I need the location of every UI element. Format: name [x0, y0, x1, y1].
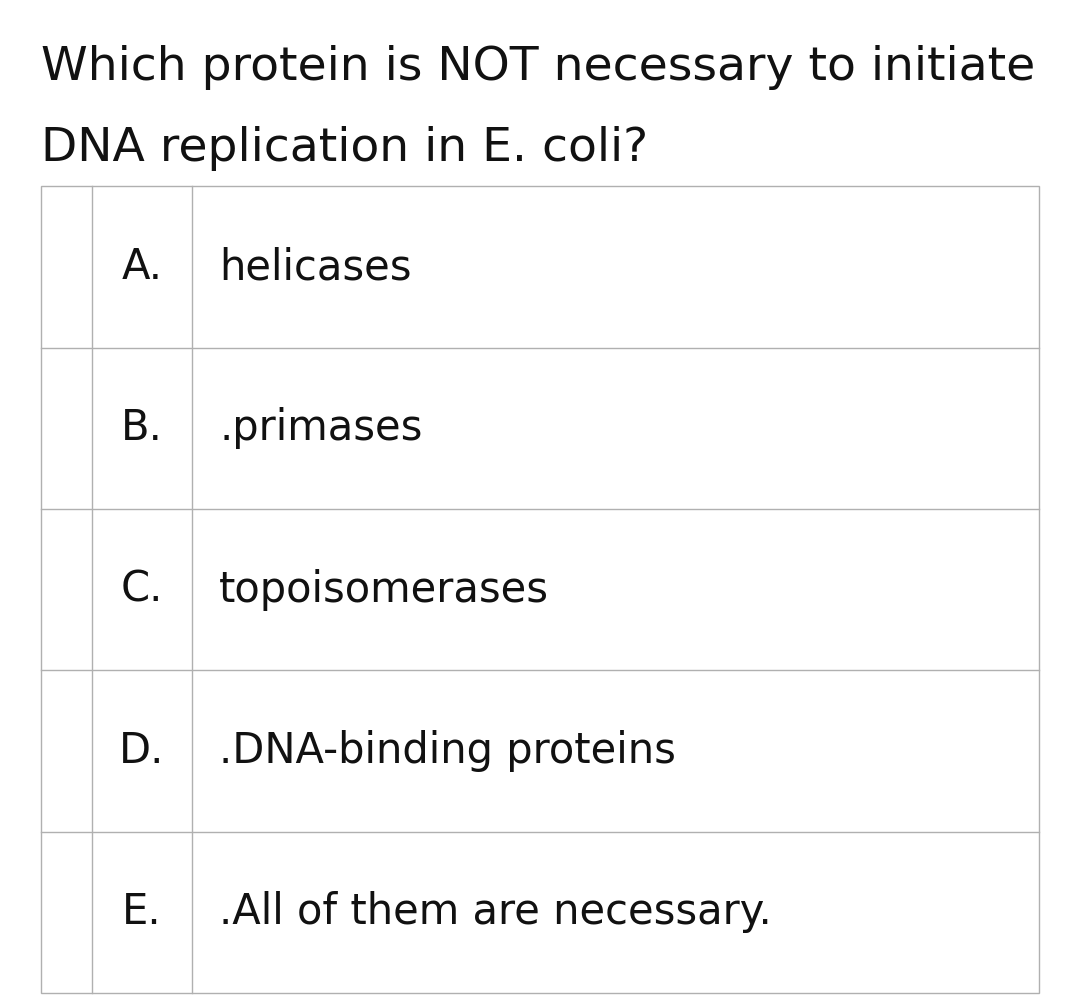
- Text: E.: E.: [122, 891, 162, 933]
- Text: .primases: .primases: [219, 407, 422, 450]
- Text: .DNA-binding proteins: .DNA-binding proteins: [219, 730, 676, 772]
- Text: A.: A.: [122, 246, 162, 288]
- Bar: [41, 186, 1039, 993]
- Text: .All of them are necessary.: .All of them are necessary.: [219, 891, 772, 933]
- Text: B.: B.: [121, 407, 163, 450]
- Text: DNA replication in E. coli?: DNA replication in E. coli?: [41, 126, 648, 171]
- Text: Which protein is NOT necessary to initiate: Which protein is NOT necessary to initia…: [41, 45, 1036, 91]
- Text: helicases: helicases: [219, 246, 411, 288]
- Text: topoisomerases: topoisomerases: [219, 569, 550, 611]
- Text: D.: D.: [119, 730, 165, 772]
- Text: C.: C.: [121, 569, 163, 611]
